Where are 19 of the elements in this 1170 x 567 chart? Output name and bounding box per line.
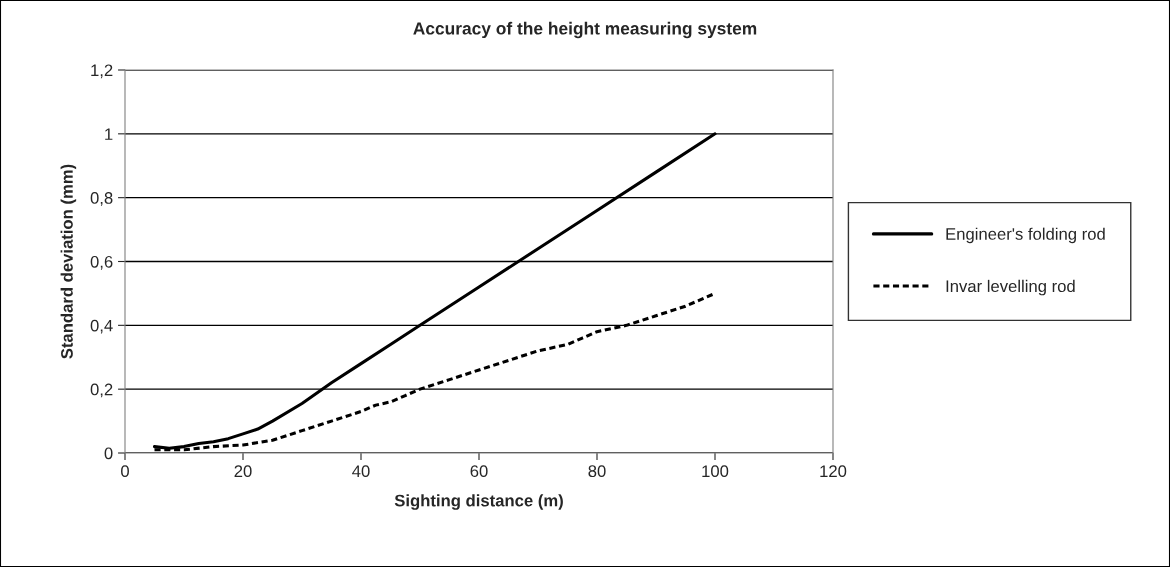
- legend-label: Invar levelling rod: [946, 279, 1075, 296]
- y-tick-label: 0,2: [90, 383, 113, 398]
- y-axis-title: Standard deviation (mm): [60, 164, 77, 359]
- y-tick-label: 1: [105, 128, 113, 140]
- x-tick-label: 0: [121, 465, 129, 478]
- x-tick-label: 60: [470, 465, 488, 478]
- legend-label: Engineer's folding rod: [946, 227, 1105, 244]
- y-tick-label: 0,8: [90, 192, 113, 206]
- y-tick-label: 0,6: [90, 255, 113, 270]
- x-tick-label: 40: [352, 465, 370, 478]
- y-tick-label: 1,2: [91, 64, 113, 79]
- chart-title: Accuracy of the height measuring system: [413, 21, 757, 39]
- y-tick-label: 0: [104, 447, 113, 460]
- x-tick-label: 100: [702, 465, 729, 478]
- x-tick-label: 80: [588, 465, 606, 478]
- x-tick-label: 20: [234, 465, 252, 478]
- x-tick-label: 120: [820, 465, 847, 478]
- x-axis-title: Sighting distance (m): [394, 494, 563, 510]
- y-tick-label: 0,4: [90, 319, 113, 334]
